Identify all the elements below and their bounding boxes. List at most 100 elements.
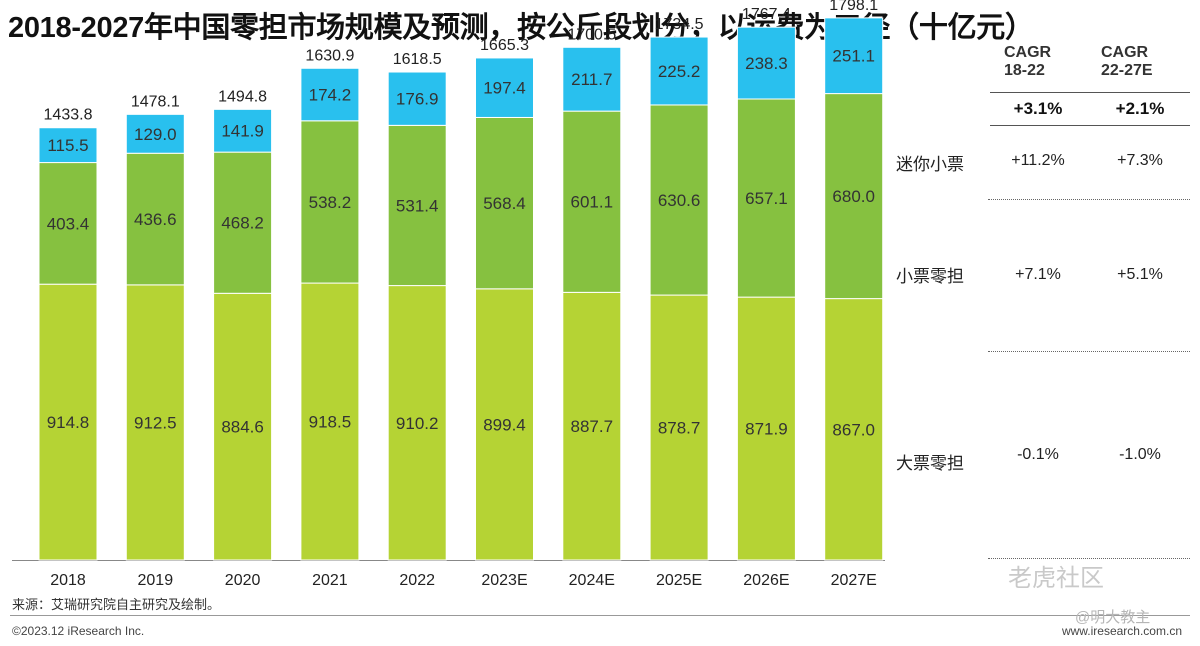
data-label: 538.2 [309,193,352,212]
data-label: 912.5 [134,413,177,432]
bar-segment-mini [300,67,360,122]
data-label: 871.9 [745,420,788,439]
bar-segment-small [475,116,534,290]
bar-segment-large [736,296,796,561]
bar-segment-small [125,152,185,286]
source-note: 来源：艾瑞研究院自主研究及绘制。 [12,597,221,612]
x-tick-label: 2023E [481,572,527,589]
x-tick-label: 2025E [656,572,702,589]
watermark-brand: 老虎社区 [1008,565,1104,592]
total-label: 1734.5 [655,16,704,33]
table-divider [988,351,1190,352]
data-label: 568.4 [483,194,526,213]
data-label: 680.0 [832,187,875,206]
bar-segment-mini [824,17,884,95]
x-tick-label: 2019 [138,572,174,589]
stacked-bar-chart: 914.8 403.4 115.5 1433.8 2018 912.5 436.6 129.0… [12,0,885,589]
bar-segment-small [736,98,796,298]
legend-label-small: 小票零担 [896,267,964,286]
bar-segment-mini [38,127,98,164]
total-label: 1630.9 [305,47,354,64]
data-label: 436.6 [134,210,177,229]
bar-segment-small [562,110,622,293]
data-label: 887.7 [571,417,614,436]
data-label: 884.6 [221,418,264,437]
data-label: 657.1 [745,189,788,208]
data-label: 225.2 [658,62,701,81]
footer-rule [10,615,1190,616]
x-tick-label: 2026E [743,572,789,589]
data-label: 129.0 [134,125,177,144]
bar-segment-small [38,162,98,285]
bar-segment-large [649,294,709,561]
total-label: 1767.4 [742,6,791,23]
data-label: 403.4 [47,214,90,233]
cagr-small-22-27: +5.1% [1117,266,1163,283]
bar-segment-small [213,151,273,294]
cagr-mini-18-22: +11.2% [1011,152,1065,169]
data-label: 910.2 [396,414,439,433]
x-tick-label: 2022 [399,572,435,589]
bar-segment-large [475,288,534,561]
cagr-large-18-22: -0.1% [1017,446,1059,463]
website-link[interactable]: www.iresearch.com.cn [1061,624,1182,638]
data-label: 115.5 [47,136,88,155]
data-label: 211.7 [571,70,612,89]
data-label: 468.2 [221,214,264,233]
x-tick-label: 2021 [312,572,348,589]
bar-segment-large [562,291,622,561]
data-label: 867.0 [832,420,875,439]
bar-segment-mini [475,57,534,118]
data-label: 899.4 [483,415,526,434]
bar-segment-mini [213,108,273,153]
copyright: ©2023.12 iResearch Inc. [12,624,145,638]
data-label: 630.6 [658,191,701,210]
table-divider [988,558,1190,559]
data-label: 197.4 [483,79,526,98]
data-label: 174.2 [309,86,352,105]
cagr-total-18-22: +3.1% [1013,99,1063,118]
total-label: 1798.1 [829,0,878,14]
cagr-small-18-22: +7.1% [1015,266,1061,283]
total-label: 1478.1 [131,93,180,110]
data-label: 251.1 [832,47,875,66]
bar-segment-large [125,284,185,561]
table-divider [988,199,1190,200]
total-label: 1665.3 [480,37,529,54]
data-label: 531.4 [396,196,439,215]
data-label: 238.3 [745,54,788,73]
x-tick-label: 2024E [569,572,615,589]
x-tick-label: 2027E [831,572,877,589]
total-label: 1494.8 [218,88,267,105]
legend-label-mini: 迷你小票 [896,155,964,174]
x-tick-label: 2018 [50,572,86,589]
cagr-header-22-27: CAGR 22-27E [1101,44,1153,79]
bar-segment-small [300,120,360,284]
bar-segment-large [824,298,884,561]
data-label: 878.7 [658,419,701,438]
data-label: 176.9 [396,90,439,109]
total-label: 1433.8 [44,107,93,124]
bar-segment-large [387,285,447,561]
bar-segment-mini [125,113,185,154]
cagr-header-18-22: CAGR 18-22 [1004,44,1052,79]
cagr-large-22-27: -1.0% [1119,446,1161,463]
data-label: 141.9 [221,122,264,141]
data-label: 601.1 [571,193,614,212]
total-label: 1618.5 [393,51,442,68]
x-tick-label: 2020 [225,572,261,589]
bar-segment-large [38,283,98,561]
watermark-author: @明大教主 [1075,609,1151,626]
bar-segment-mini [562,46,622,112]
bar-segment-mini [736,26,796,100]
bar-segment-mini [649,36,709,106]
data-label: 914.8 [47,413,90,432]
table-total-rule [990,125,1190,126]
total-label: 1700.5 [567,26,616,43]
cagr-total-22-27: +2.1% [1115,99,1165,118]
cagr-mini-22-27: +7.3% [1117,152,1163,169]
data-label: 918.5 [309,413,352,432]
bar-segment-large [213,292,273,561]
legend-label-large: 大票零担 [896,454,964,473]
bar-segment-mini [387,71,447,126]
